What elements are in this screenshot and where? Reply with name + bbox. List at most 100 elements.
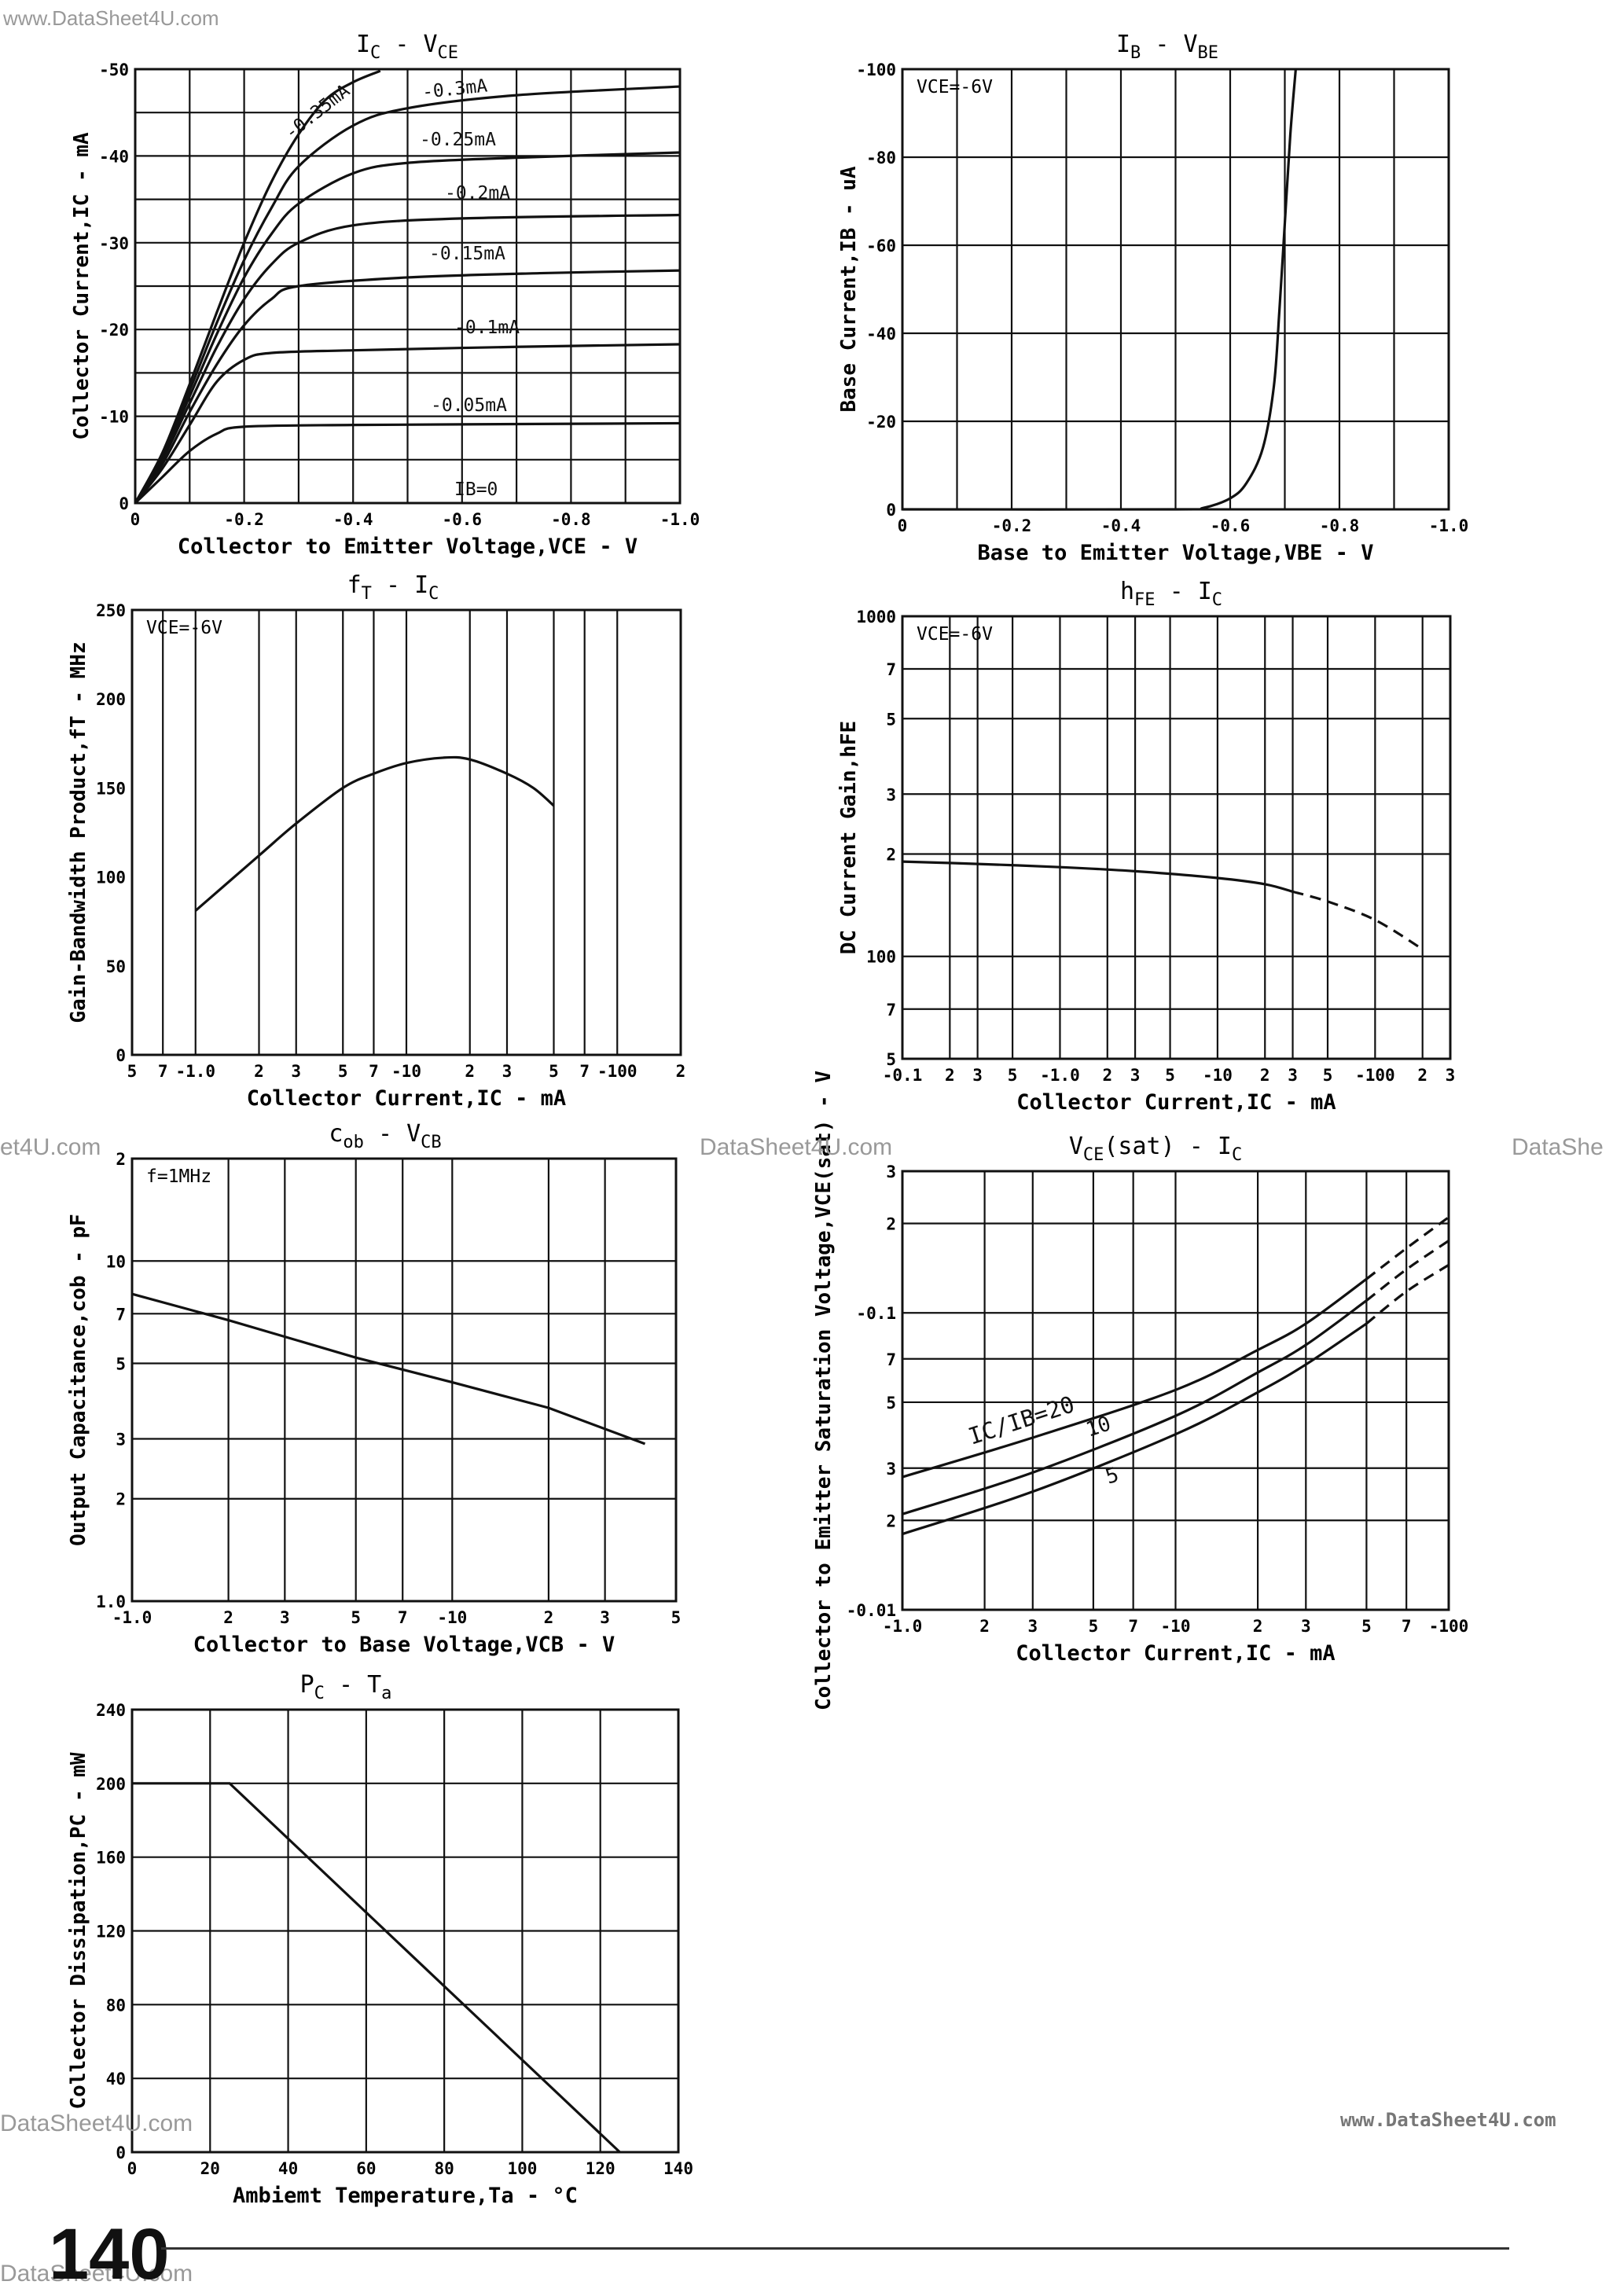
chart-ft-ic: fT - IC 5 7 -1.0 2 3 5 7 -10 2 3 5 7 -100 2 0 50 100 150 20… [67,571,685,1111]
chart-title: IB - VBE [1116,31,1218,63]
x-tick-label: -1.0 [175,1062,215,1081]
curve-label: -0.15mA [429,244,505,264]
x-tick-label: -0.4 [333,510,373,529]
chart-cob-vcb: cob - VCB -1.0 2 3 5 7 -10 2 3 5 1.0 2 3 5 7 10 2 Collect… [67,1120,681,1657]
curve-label: -0.05mA [431,395,507,416]
x-tick-label: 0 [130,510,141,529]
x-tick-label: 2 [544,1608,554,1627]
y-tick-label: -20 [866,413,896,432]
series-line-dashed [1365,1216,1449,1280]
x-tick-label: 3 [291,1062,301,1081]
x-tick-label: 7 [1128,1617,1138,1636]
y-axis-label: Base Current,IB - uA [837,166,861,412]
series-line [134,213,681,504]
x-tick-label: 7 [398,1608,408,1627]
x-tick-label: 3 [1446,1066,1456,1085]
y-tick-label: 7 [886,1350,896,1369]
x-tick-label: 140 [663,2159,693,2178]
condition-label: VCE=-6V [146,618,222,638]
x-tick-label: 2 [1102,1066,1112,1085]
series-line [132,1782,621,2154]
curve-label: 5 [1103,1463,1122,1489]
x-tick-label: -0.4 [1101,516,1141,535]
plot-frame [130,1157,678,1603]
x-tick-label: -1.0 [112,1608,152,1627]
x-tick-label: 5 [1165,1066,1175,1085]
y-tick-label: 200 [96,1775,126,1794]
x-tick-label: 2 [1260,1066,1270,1085]
series-line-dashed [1365,1240,1449,1302]
x-tick-label: -0.1 [883,1066,923,1085]
chart-title: PC - Ta [300,1671,392,1703]
y-tick-label: -40 [866,325,896,343]
x-tick-label: -0.6 [443,510,483,529]
y-tick-label: 40 [106,2070,126,2088]
series-line [134,69,381,504]
y-tick-label: -0.1 [856,1304,896,1323]
y-tick-label: -40 [99,147,129,166]
x-tick-label: -0.8 [551,510,591,529]
chart-ib-vbe: IB - VBE 0 -0.2 -0.4 -0.6 -0.8 -1.0 0 -20 -40 -60 -… [837,31,1468,565]
x-tick-label: 5 [1361,1617,1372,1636]
y-tick-label: 200 [96,690,126,709]
y-tick-label: -30 [99,234,129,253]
y-axis-label: Collector Dissipation,PC - mW [67,1752,90,2109]
y-tick-label: -100 [856,61,896,79]
x-tick-label: 5 [127,1062,138,1081]
watermark-bottom[interactable]: DataSheet4U.com [0,2261,193,2287]
y-tick-label: -10 [99,408,129,427]
x-tick-label: 3 [280,1608,290,1627]
y-tick-label: 2 [886,1215,896,1234]
y-tick-label: 5 [116,1355,126,1374]
watermark-top-left[interactable]: www.DataSheet4U.com [3,6,219,30]
x-tick-label: -100 [597,1062,637,1081]
series-line [134,85,681,504]
series-line [902,1299,1368,1515]
x-tick-label: -100 [1429,1617,1469,1636]
x-axis-label: Collector Current,IC - mA [1016,1090,1336,1115]
x-tick-label: 100 [507,2159,537,2178]
y-tick-label: 3 [886,1163,896,1181]
y-axis-label: DC Current Gain,hFE [837,721,861,954]
y-tick-label: 5 [886,1050,896,1069]
curve-label: 10 [1083,1412,1114,1442]
x-tick-label: 2 [465,1062,475,1081]
condition-label: f=1MHz [146,1166,211,1187]
series-line-dashed [1365,1263,1449,1325]
watermark-low-right[interactable]: www.DataSheet4U.com [1340,2109,1556,2131]
y-tick-label: 5 [886,1394,896,1412]
y-tick-label: 80 [106,1996,126,2015]
curve-label: -0.25mA [420,130,496,150]
y-tick-label: 0 [886,501,896,520]
curve-label: IB=0 [454,479,498,500]
y-tick-label: 7 [116,1305,126,1324]
curve-label: -0.2mA [445,183,510,204]
x-tick-label: -1.0 [660,510,700,529]
x-tick-label: 3 [1130,1066,1141,1085]
y-tick-label: 150 [96,779,126,798]
x-tick-label: 2 [1253,1617,1263,1636]
y-axis-label: Gain-Bandwidth Product,fT - MHz [67,641,90,1023]
y-tick-label: 120 [96,1923,126,1941]
y-tick-label: -60 [866,237,896,255]
chart-title: cob - VCB [329,1120,441,1152]
x-axis-label: Collector Current,IC - mA [1016,1641,1335,1666]
watermark-mid-left[interactable]: et4U.com [0,1134,101,1160]
y-tick-label: 0 [116,1046,126,1065]
x-tick-label: -10 [1161,1617,1191,1636]
x-tick-label: 20 [200,2159,220,2178]
chart-pc-ta: PC - Ta 0 20 40 60 80 100 120 140 0 40 80 120 160 200 2… [67,1671,693,2208]
x-tick-label: 3 [1027,1617,1038,1636]
x-tick-label: 5 [1008,1066,1018,1085]
x-axis-label: Collector to Emitter Voltage,VCE - V [178,535,637,559]
series-line [902,68,1297,511]
x-tick-label: -1.0 [1429,516,1469,535]
y-tick-label: -80 [866,149,896,167]
y-tick-label: 1.0 [96,1593,126,1611]
y-tick-label: 3 [116,1431,126,1449]
watermark-mid-center[interactable]: DataSheet4U.com [700,1134,893,1160]
watermark-mid-right[interactable]: DataShe [1512,1134,1604,1160]
series-line [134,269,681,504]
watermark-low-left[interactable]: DataSheet4U.com [0,2110,193,2136]
